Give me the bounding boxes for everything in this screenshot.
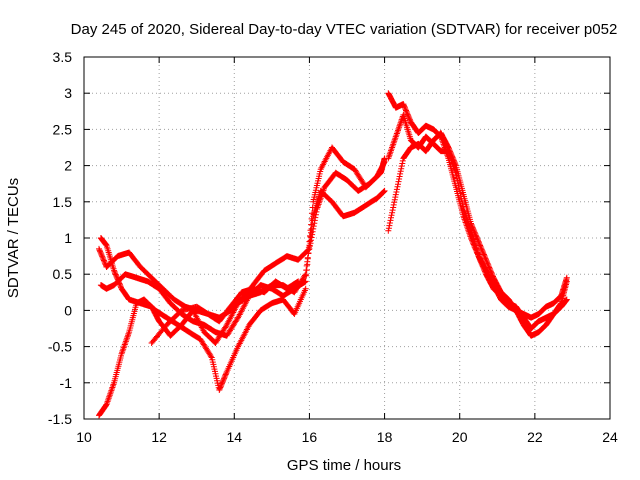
x-axis-label: GPS time / hours: [287, 457, 401, 474]
y-tick-label: -0.5: [48, 339, 72, 355]
y-tick-label: 2: [64, 158, 72, 174]
x-tick-label: 18: [377, 429, 393, 445]
series-track-2: [97, 144, 388, 339]
y-tick-label: 3: [64, 85, 72, 101]
plus-markers: [385, 130, 570, 339]
series-track-8: [385, 130, 570, 339]
series-track-5: [148, 278, 302, 346]
y-tick-label: 2.5: [53, 121, 73, 137]
y-tick-label: -1.5: [48, 411, 72, 427]
chart-title: Day 245 of 2020, Sidereal Day-to-day VTE…: [71, 21, 618, 38]
plus-markers: [148, 278, 302, 346]
y-tick-label: 3.5: [53, 49, 73, 65]
y-tick-label: 1: [64, 230, 72, 246]
grid-lines: [84, 57, 610, 419]
x-tick-label: 12: [151, 429, 167, 445]
plus-markers: [97, 144, 388, 339]
x-tick-label: 16: [302, 429, 318, 445]
x-tick-label: 14: [226, 429, 242, 445]
y-tick-label: 0.5: [53, 266, 73, 282]
data-points: [96, 90, 570, 419]
y-tick-label: -1: [60, 375, 73, 391]
series-track-6: [385, 90, 570, 321]
plus-markers: [96, 285, 309, 419]
y-tick-label: 1.5: [53, 194, 73, 210]
y-tick-label: 0: [64, 302, 72, 318]
plot-frame: [83, 56, 611, 420]
x-tick-label: 24: [602, 429, 618, 445]
y-axis-label: SDTVAR / TECUs: [5, 178, 22, 298]
x-tick-label: 22: [527, 429, 543, 445]
plus-markers: [385, 90, 570, 321]
axis-ticks: 10 12 14 16 18 20 22 24 -1.5 -1 -0.5 0 0.5 1 1.5 2 2.5 3 3…: [48, 49, 618, 445]
x-tick-label: 10: [76, 429, 92, 445]
x-tick-label: 20: [452, 429, 468, 445]
series-track-4: [96, 285, 309, 419]
